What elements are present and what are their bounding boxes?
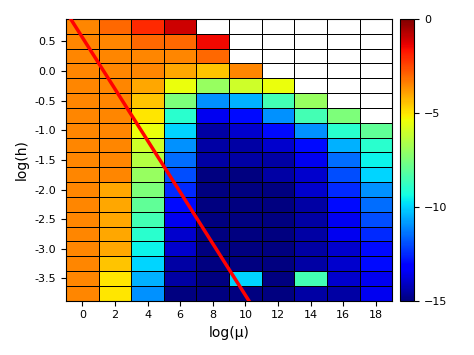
X-axis label: log(μ): log(μ) — [209, 326, 249, 340]
Y-axis label: log(h): log(h) — [15, 140, 29, 180]
